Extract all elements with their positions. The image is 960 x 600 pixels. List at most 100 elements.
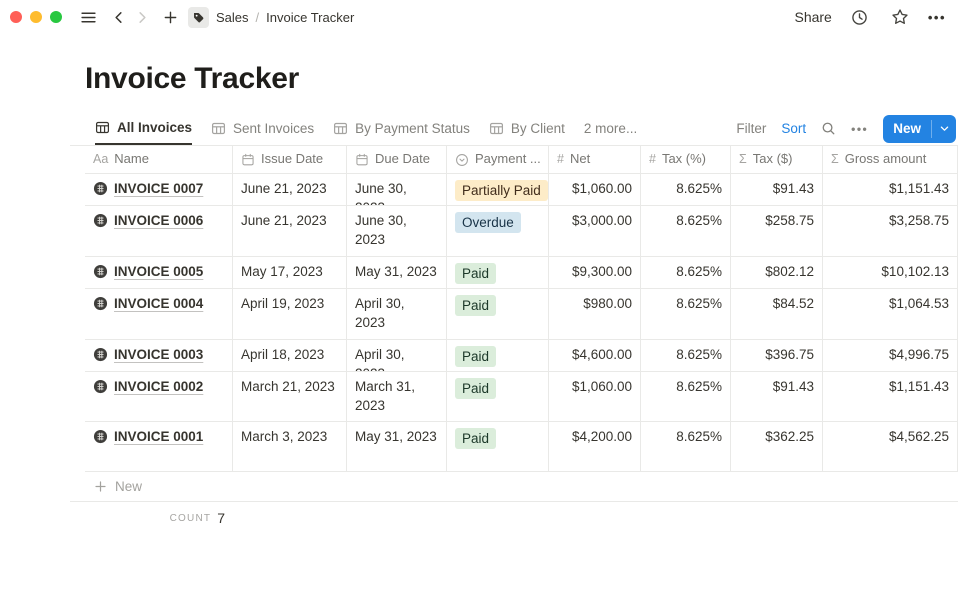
cell-tax-usd[interactable]: $91.43 [731, 174, 823, 205]
cell-issue-date[interactable]: March 21, 2023 [233, 372, 347, 421]
cell-issue-date[interactable]: June 21, 2023 [233, 206, 347, 256]
sort-button[interactable]: Sort [781, 121, 807, 136]
cell-name[interactable]: INVOICE 0007 [85, 174, 233, 205]
cell-gross[interactable]: $4,996.75 [823, 340, 958, 371]
invoice-link[interactable]: INVOICE 0006 [114, 213, 204, 228]
status-badge[interactable]: Partially Paid [455, 180, 548, 201]
cell-issue-date[interactable]: April 18, 2023 [233, 340, 347, 371]
cell-tax-pct[interactable]: 8.625% [641, 206, 731, 256]
sidebar-toggle-icon[interactable] [76, 5, 100, 29]
cell-tax-usd[interactable]: $362.25 [731, 422, 823, 471]
status-badge[interactable]: Paid [455, 295, 497, 316]
more-options-icon[interactable]: ••• [927, 9, 946, 25]
column-header-payment-status[interactable]: Payment ... [447, 146, 549, 173]
cell-payment-status[interactable]: Paid [447, 372, 549, 421]
breadcrumb-page[interactable]: Invoice Tracker [266, 9, 355, 25]
cell-issue-date[interactable]: April 19, 2023 [233, 289, 347, 339]
tab-by-payment-status[interactable]: By Payment Status [333, 112, 470, 145]
chevron-down-icon[interactable] [932, 115, 956, 143]
status-badge[interactable]: Paid [455, 263, 497, 284]
breadcrumb-workspace[interactable]: Sales [216, 9, 249, 25]
cell-payment-status[interactable]: Paid [447, 289, 549, 339]
column-header-due-date[interactable]: Due Date [347, 146, 447, 173]
close-window-button[interactable] [10, 11, 22, 23]
cell-net[interactable]: $3,000.00 [549, 206, 641, 256]
cell-issue-date[interactable]: March 3, 2023 [233, 422, 347, 471]
new-button[interactable]: New [883, 114, 956, 143]
history-clock-icon[interactable] [848, 5, 872, 29]
cell-gross[interactable]: $4,562.25 [823, 422, 958, 471]
tab-all-invoices[interactable]: All Invoices [95, 112, 193, 145]
cell-issue-date[interactable]: June 21, 2023 [233, 174, 347, 205]
zoom-window-button[interactable] [50, 11, 62, 23]
search-icon[interactable] [821, 121, 836, 136]
cell-due-date[interactable]: June 30, 2023 [347, 206, 447, 256]
tab-by-client[interactable]: By Client [489, 112, 565, 145]
forward-icon[interactable] [130, 5, 154, 29]
cell-tax-pct[interactable]: 8.625% [641, 340, 731, 371]
cell-tax-pct[interactable]: 8.625% [641, 422, 731, 471]
filter-button[interactable]: Filter [736, 121, 767, 136]
new-button-label[interactable]: New [893, 121, 921, 136]
status-badge[interactable]: Paid [455, 428, 497, 449]
cell-gross[interactable]: $10,102.13 [823, 257, 958, 288]
column-header-tax-pct[interactable]: # Tax (%) [641, 146, 731, 173]
column-header-net[interactable]: # Net [549, 146, 641, 173]
cell-tax-usd[interactable]: $258.75 [731, 206, 823, 256]
cell-name[interactable]: INVOICE 0006 [85, 206, 233, 256]
cell-tax-usd[interactable]: $84.52 [731, 289, 823, 339]
status-badge[interactable]: Overdue [455, 212, 521, 233]
cell-name[interactable]: INVOICE 0002 [85, 372, 233, 421]
cell-net[interactable]: $980.00 [549, 289, 641, 339]
favorite-star-icon[interactable] [888, 5, 912, 29]
cell-tax-usd[interactable]: $396.75 [731, 340, 823, 371]
cell-payment-status[interactable]: Overdue [447, 206, 549, 256]
new-page-icon[interactable] [158, 5, 182, 29]
status-badge[interactable]: Paid [455, 346, 497, 367]
cell-name[interactable]: INVOICE 0005 [85, 257, 233, 288]
cell-tax-pct[interactable]: 8.625% [641, 257, 731, 288]
page-tag-icon[interactable] [188, 6, 209, 28]
cell-due-date[interactable]: May 31, 2023 [347, 422, 447, 471]
more-views-button[interactable]: 2 more... [583, 121, 638, 136]
cell-name[interactable]: INVOICE 0003 [85, 340, 233, 371]
back-icon[interactable] [106, 5, 130, 29]
cell-payment-status[interactable]: Paid [447, 257, 549, 288]
cell-tax-usd[interactable]: $91.43 [731, 372, 823, 421]
cell-net[interactable]: $1,060.00 [549, 174, 641, 205]
cell-payment-status[interactable]: Paid [447, 422, 549, 471]
cell-tax-pct[interactable]: 8.625% [641, 289, 731, 339]
column-header-name[interactable]: Aa Name [85, 146, 233, 173]
cell-gross[interactable]: $1,151.43 [823, 372, 958, 421]
cell-due-date[interactable]: May 31, 2023 [347, 257, 447, 288]
invoice-link[interactable]: INVOICE 0001 [114, 429, 204, 444]
invoice-link[interactable]: INVOICE 0004 [114, 296, 204, 311]
invoice-link[interactable]: INVOICE 0003 [114, 347, 204, 362]
view-more-icon[interactable]: ••• [851, 121, 869, 136]
cell-gross[interactable]: $1,064.53 [823, 289, 958, 339]
cell-due-date[interactable]: March 31, 2023 [347, 372, 447, 421]
column-header-issue-date[interactable]: Issue Date [233, 146, 347, 173]
cell-gross[interactable]: $1,151.43 [823, 174, 958, 205]
add-row-button[interactable]: New [85, 472, 958, 501]
cell-payment-status[interactable]: Paid [447, 340, 549, 371]
cell-net[interactable]: $4,600.00 [549, 340, 641, 371]
cell-net[interactable]: $1,060.00 [549, 372, 641, 421]
cell-tax-pct[interactable]: 8.625% [641, 174, 731, 205]
cell-name[interactable]: INVOICE 0001 [85, 422, 233, 471]
cell-tax-pct[interactable]: 8.625% [641, 372, 731, 421]
cell-net[interactable]: $9,300.00 [549, 257, 641, 288]
share-button[interactable]: Share [794, 9, 832, 25]
count-calculation[interactable]: count 7 [85, 502, 233, 534]
cell-payment-status[interactable]: Partially Paid [447, 174, 549, 205]
status-badge[interactable]: Paid [455, 378, 497, 399]
minimize-window-button[interactable] [30, 11, 42, 23]
invoice-link[interactable]: INVOICE 0007 [114, 181, 204, 196]
invoice-link[interactable]: INVOICE 0005 [114, 264, 204, 279]
tab-sent-invoices[interactable]: Sent Invoices [211, 112, 314, 145]
cell-name[interactable]: INVOICE 0004 [85, 289, 233, 339]
cell-net[interactable]: $4,200.00 [549, 422, 641, 471]
column-header-tax-usd[interactable]: Σ Tax ($) [731, 146, 823, 173]
cell-due-date[interactable]: June 30, 2023 [347, 174, 447, 205]
column-header-gross-amount[interactable]: Σ Gross amount [823, 146, 958, 173]
